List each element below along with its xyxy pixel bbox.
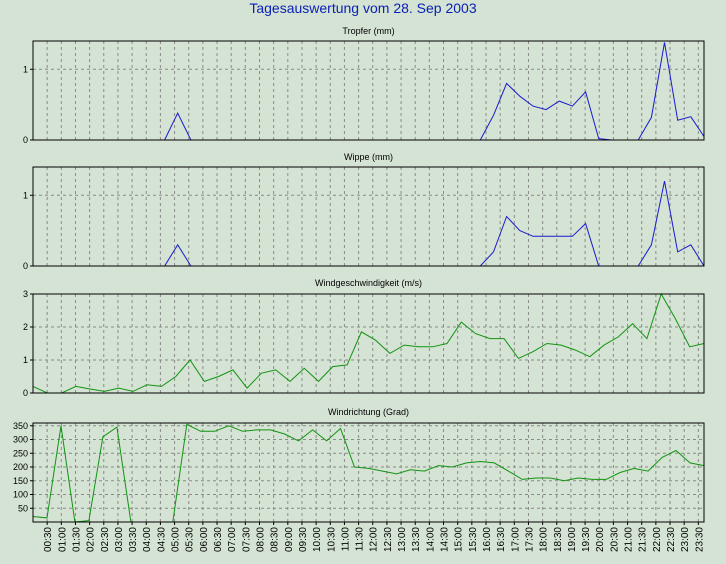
panel-title: Windrichtung (Grad) [328, 407, 409, 417]
x-tick-label: 13:30 [411, 527, 422, 552]
x-tick-label: 11:00 [340, 527, 351, 552]
series-line-1 [33, 180, 705, 267]
y-tick-label: 100 [13, 490, 28, 500]
x-tick-label: 14:30 [440, 527, 451, 552]
x-tick-label: 05:30 [185, 527, 196, 552]
plot-frame [32, 293, 705, 394]
chart-panel-2: Wippe (mm) 0 1 [23, 152, 705, 271]
x-tick-label: 18:00 [539, 527, 550, 552]
x-tick-label: 20:00 [595, 527, 606, 552]
x-tick-label: 15:30 [468, 527, 479, 552]
x-tick-label: 10:00 [312, 527, 323, 552]
y-tick-label: 1 [23, 64, 28, 74]
x-tick-label: 18:30 [553, 527, 564, 552]
y-tick-label: 200 [13, 462, 28, 472]
y-tick-label: 1 [23, 355, 28, 365]
y-tick-label: 0 [23, 388, 28, 398]
x-tick-label: 08:30 [270, 527, 281, 552]
panel-title: Tropfer (mm) [342, 26, 394, 36]
x-tick-label: 15:00 [454, 527, 465, 552]
x-tick-label: 04:30 [156, 527, 167, 552]
x-tick-label: 21:00 [624, 527, 635, 552]
plot-frame [32, 422, 705, 523]
x-tick-label: 20:30 [609, 527, 620, 552]
x-tick-label: 16:30 [496, 527, 507, 552]
y-tick-label: 350 [13, 421, 28, 431]
y-tick-label: 0 [23, 261, 28, 271]
x-axis-labels: 00:30 01:00 01:30 02:00 02:30 03:00 03:30 04:00… [43, 522, 705, 552]
x-tick-label: 02:30 [100, 527, 111, 552]
page-title: Tagesauswertung vom 28. Sep 2003 [249, 0, 477, 16]
x-tick-label: 01:00 [57, 527, 68, 552]
x-tick-label: 06:00 [199, 527, 210, 552]
x-tick-label: 09:00 [284, 527, 295, 552]
x-tick-label: 03:00 [114, 527, 125, 552]
x-tick-label: 10:30 [326, 527, 337, 552]
x-tick-label: 08:00 [255, 527, 266, 552]
x-tick-label: 01:30 [71, 527, 82, 552]
y-tick-label: 0 [23, 135, 28, 145]
y-tick-label: 3 [23, 289, 28, 299]
x-tick-label: 09:30 [298, 527, 309, 552]
x-tick-label: 06:30 [213, 527, 224, 552]
x-tick-label: 07:30 [241, 527, 252, 552]
y-tick-label: 150 [13, 476, 28, 486]
x-tick-label: 19:00 [567, 527, 578, 552]
y-tick-label: 50 [18, 503, 28, 513]
plot-frame [32, 40, 705, 141]
chart-panel-3: Windgeschwindigkeit (m/s) 0 1 2 3 [23, 278, 705, 398]
y-tick-label: 2 [23, 322, 28, 332]
y-tick-label: 1 [23, 190, 28, 200]
x-tick-label: 14:00 [425, 527, 436, 552]
y-tick-label: 300 [13, 435, 28, 445]
x-tick-label: 12:00 [369, 527, 380, 552]
x-tick-label: 23:30 [694, 527, 705, 552]
x-tick-label: 07:00 [227, 527, 238, 552]
plot-frame [32, 166, 705, 267]
x-tick-label: 00:30 [43, 527, 54, 552]
x-tick-label: 03:30 [128, 527, 139, 552]
x-tick-label: 11:30 [355, 527, 366, 552]
x-tick-label: 21:30 [638, 527, 649, 552]
chart-panel-1: Tropfer (mm) 0 1 [23, 26, 705, 145]
x-tick-label: 16:00 [482, 527, 493, 552]
x-tick-label: 13:00 [397, 527, 408, 552]
chart-panel-4: Windrichtung (Grad) 50 100 150 200 250 300 350 [13, 407, 705, 523]
panel-title: Wippe (mm) [344, 152, 393, 162]
x-tick-label: 23:00 [680, 527, 691, 552]
x-tick-label: 12:30 [383, 527, 394, 552]
series-line-1 [33, 42, 705, 141]
x-tick-label: 02:00 [86, 527, 97, 552]
x-tick-label: 04:00 [142, 527, 153, 552]
x-tick-label: 17:00 [510, 527, 521, 552]
x-tick-label: 22:00 [652, 527, 663, 552]
x-tick-label: 17:30 [524, 527, 535, 552]
x-tick-label: 22:30 [666, 527, 677, 552]
series-line-1 [32, 292, 705, 394]
y-tick-label: 250 [13, 448, 28, 458]
x-tick-label: 05:00 [171, 527, 182, 552]
panel-title: Windgeschwindigkeit (m/s) [315, 278, 422, 288]
x-tick-label: 19:30 [581, 527, 592, 552]
